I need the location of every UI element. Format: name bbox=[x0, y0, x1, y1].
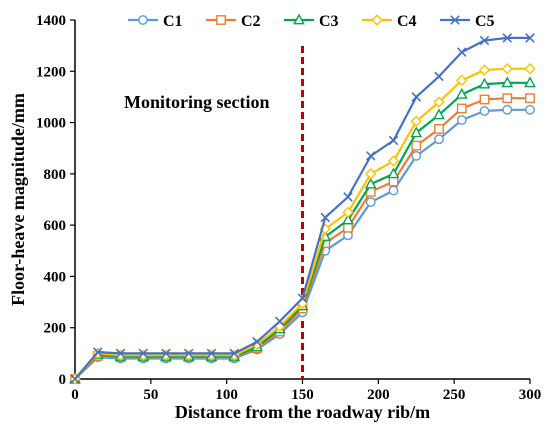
y-tick-label: 400 bbox=[44, 269, 67, 285]
data-point-c1 bbox=[525, 104, 535, 115]
data-point-c5 bbox=[70, 374, 80, 384]
legend-marker bbox=[216, 15, 226, 25]
legend-item-c3: C3 bbox=[284, 13, 339, 30]
data-point-c3 bbox=[433, 108, 445, 120]
data-point-c5 bbox=[274, 316, 285, 327]
data-point-c1 bbox=[456, 115, 467, 125]
data-point-c5 bbox=[206, 348, 217, 359]
data-point-c1 bbox=[502, 104, 513, 115]
data-point-c4 bbox=[524, 63, 536, 75]
data-point-c1 bbox=[434, 134, 444, 145]
data-point-c2 bbox=[479, 94, 490, 105]
data-point-c2 bbox=[388, 176, 399, 187]
x-tick-label: 200 bbox=[367, 387, 390, 403]
data-point-c5 bbox=[138, 348, 149, 359]
legend-item-c5: C5 bbox=[440, 13, 495, 30]
y-tick-label: 600 bbox=[44, 218, 67, 234]
y-tick-label: 1200 bbox=[36, 64, 66, 80]
data-point-c4 bbox=[410, 115, 422, 127]
data-point-c4 bbox=[365, 168, 377, 180]
x-tick-label: 100 bbox=[215, 387, 238, 403]
data-point-c3 bbox=[387, 167, 400, 179]
data-point-c2 bbox=[343, 222, 353, 233]
legend-label: C5 bbox=[475, 13, 495, 30]
monitoring-section-label: Monitoring section bbox=[124, 92, 270, 112]
y-tick-label: 1000 bbox=[36, 116, 66, 132]
legend-label: C1 bbox=[163, 13, 183, 30]
data-point-c4 bbox=[456, 74, 468, 86]
data-point-c3 bbox=[410, 126, 423, 138]
axes bbox=[70, 19, 531, 384]
tick-labels: 0 200 400 600 800 1000 1200 1400 0 50 100 150 200 250… bbox=[36, 13, 541, 403]
data-point-c2 bbox=[456, 103, 467, 114]
legend-label: C3 bbox=[319, 13, 339, 30]
data-point-c5 bbox=[115, 348, 126, 359]
data-point-c2 bbox=[411, 140, 422, 151]
data-point-c5 bbox=[320, 212, 331, 223]
data-point-c2 bbox=[434, 124, 444, 134]
data-point-c3 bbox=[455, 87, 468, 99]
legend: C1 C2 C3 C4 C5 bbox=[128, 13, 495, 30]
data-point-c4 bbox=[387, 155, 400, 167]
data-point-c5 bbox=[183, 348, 194, 359]
legend-item-c1: C1 bbox=[128, 13, 183, 30]
x-tick-label: 300 bbox=[519, 387, 542, 403]
x-tick-label: 50 bbox=[143, 387, 158, 403]
data-point-c5 bbox=[161, 348, 171, 359]
data-point-c3 bbox=[364, 177, 377, 189]
data-point-c1 bbox=[411, 151, 422, 161]
x-tick-label: 0 bbox=[71, 387, 79, 403]
data-point-c1 bbox=[365, 197, 376, 207]
y-tick-label: 200 bbox=[44, 321, 67, 337]
x-tick-label: 250 bbox=[443, 387, 466, 403]
data-point-c5 bbox=[365, 151, 376, 161]
x-axis-title: Distance from the roadway rib/m bbox=[175, 402, 430, 422]
data-point-c5 bbox=[525, 33, 535, 43]
data-point-c5 bbox=[502, 33, 513, 43]
legend-label: C4 bbox=[397, 13, 417, 30]
y-axis-title: Floor-heave magnitude/mm bbox=[8, 93, 28, 306]
data-point-c5 bbox=[297, 293, 308, 303]
legend-item-c2: C2 bbox=[206, 13, 261, 30]
data-point-c5 bbox=[411, 92, 422, 102]
data-point-c5 bbox=[252, 337, 262, 347]
legend-marker bbox=[450, 15, 460, 25]
data-point-c3 bbox=[342, 213, 354, 225]
legend-marker bbox=[138, 15, 148, 25]
data-point-c5 bbox=[479, 35, 490, 46]
data-point-c2 bbox=[525, 93, 535, 104]
data-point-c1 bbox=[388, 185, 399, 196]
data-point-c2 bbox=[502, 93, 513, 104]
data-point-c3 bbox=[501, 76, 514, 88]
series-lines bbox=[69, 33, 536, 385]
data-point-c3 bbox=[524, 76, 536, 88]
data-point-c5 bbox=[388, 135, 399, 146]
data-point-c5 bbox=[229, 348, 240, 359]
y-tick-label: 1400 bbox=[36, 13, 66, 29]
y-tick-label: 800 bbox=[44, 167, 67, 183]
data-point-c4 bbox=[342, 206, 354, 219]
data-point-c4 bbox=[478, 64, 491, 76]
data-point-c5 bbox=[434, 71, 444, 82]
legend-marker bbox=[293, 13, 305, 25]
legend-label: C2 bbox=[241, 13, 261, 30]
data-point-c4 bbox=[433, 96, 445, 108]
monitoring-section-annotation: Monitoring section bbox=[124, 46, 304, 379]
x-tick-label: 150 bbox=[291, 387, 314, 403]
data-point-c4 bbox=[501, 63, 513, 75]
legend-marker bbox=[371, 14, 383, 26]
legend-item-c4: C4 bbox=[362, 13, 417, 30]
data-point-c5 bbox=[343, 192, 353, 202]
data-point-c5 bbox=[92, 347, 103, 357]
series-c5 bbox=[70, 33, 535, 384]
data-point-c5 bbox=[456, 47, 467, 57]
y-tick-label: 0 bbox=[59, 372, 67, 388]
data-point-c1 bbox=[479, 106, 490, 116]
data-point-c3 bbox=[478, 77, 491, 89]
